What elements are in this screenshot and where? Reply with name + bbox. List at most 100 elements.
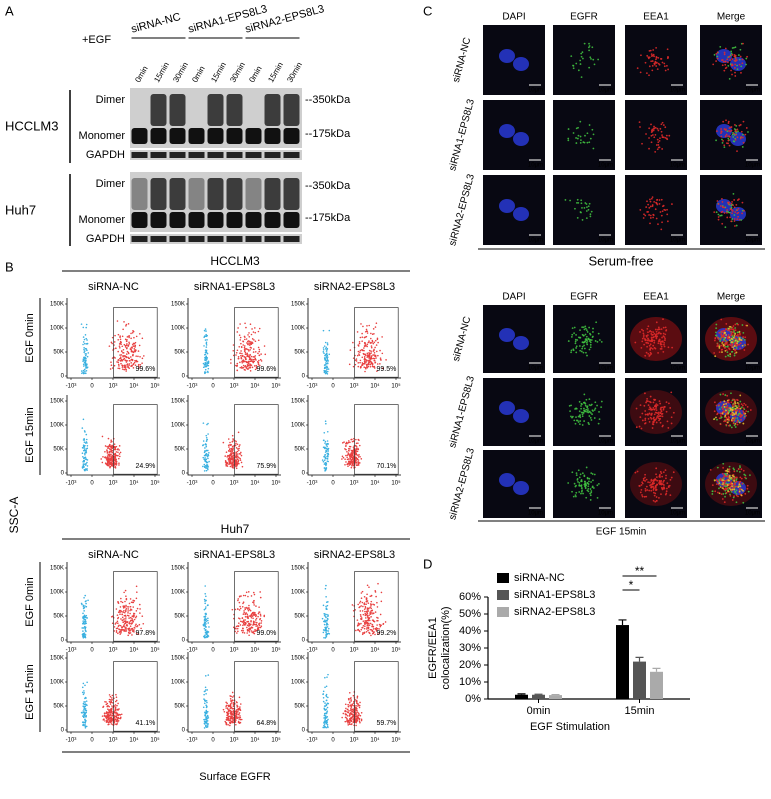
cell-dot [253, 630, 255, 632]
cell-dot [121, 360, 123, 362]
cell-dot [126, 361, 128, 363]
x-tick-label: -10³ [187, 384, 198, 390]
cell-dot [324, 448, 326, 450]
time-label: 30min [228, 61, 247, 84]
puncta [568, 340, 570, 342]
cell-dot [251, 334, 253, 336]
cell-dot [239, 609, 241, 611]
cell-dot [256, 618, 258, 620]
cell-dot [85, 434, 87, 436]
cell-dot [345, 443, 347, 445]
puncta [750, 409, 752, 411]
cell-dot [381, 601, 383, 603]
puncta [571, 417, 573, 419]
puncta [724, 226, 726, 228]
cell-dot [346, 456, 348, 458]
cell-dot [348, 698, 350, 700]
cell-dot [367, 607, 369, 609]
x-tick-label: 10³ [230, 738, 239, 744]
y-tick-label: 50K [174, 614, 185, 620]
cell-dot [239, 444, 241, 446]
cell-dot [255, 605, 257, 607]
cell-dot [250, 359, 252, 361]
puncta [747, 406, 749, 408]
puncta [659, 146, 661, 148]
cell-dot [125, 615, 127, 617]
cell-dot [365, 607, 367, 609]
puncta [585, 328, 587, 330]
x-tick-label: -10³ [307, 738, 318, 744]
scale-label: 10μm [745, 88, 760, 94]
cell-dot [125, 367, 127, 369]
cell-dot [254, 332, 256, 334]
puncta [589, 203, 591, 205]
cell-dot [109, 444, 111, 446]
puncta [735, 340, 737, 342]
puncta [659, 203, 661, 205]
cell-dot [240, 624, 242, 626]
cell-dot [359, 602, 361, 604]
x-tick-label: 10⁵ [271, 737, 281, 744]
cell-dot [118, 718, 120, 720]
puncta [644, 418, 646, 420]
cell-dot [127, 345, 129, 347]
cell-dot [84, 607, 86, 609]
cell-dot [208, 361, 210, 363]
cell-dot [104, 712, 106, 714]
puncta [652, 196, 654, 198]
cell-dot [130, 356, 132, 358]
row-label: siRNA-NC [451, 315, 474, 362]
cell-dot [84, 615, 86, 617]
cell-dot [237, 630, 239, 632]
y-tick-label: 0 [182, 471, 186, 477]
gate-percent: 59.7% [376, 720, 396, 727]
puncta [737, 341, 739, 343]
puncta [588, 338, 590, 340]
cell-dot [232, 696, 234, 698]
puncta [592, 410, 594, 412]
cell-dot [358, 459, 360, 461]
cell-dot [117, 622, 119, 624]
puncta [724, 52, 726, 54]
cell-dot [111, 723, 113, 725]
puncta [730, 70, 732, 72]
cell-dot [85, 450, 87, 452]
cell-dot [83, 610, 85, 612]
cell-dot [232, 715, 234, 717]
cell-dot [238, 709, 240, 711]
cell-dot [368, 360, 370, 362]
cell-dot [116, 717, 118, 719]
band-label: Dimer [96, 178, 126, 190]
cell-dot [83, 690, 85, 692]
cell-dot [327, 360, 329, 362]
cell-dot [385, 621, 387, 623]
cell-dot [347, 459, 349, 461]
cell-dot [351, 452, 353, 454]
cell-dot [205, 334, 207, 336]
cell-dot [206, 702, 208, 704]
cell-dot [248, 610, 250, 612]
puncta [587, 408, 589, 410]
cell-dot [347, 712, 349, 714]
cell-dot [117, 633, 119, 635]
cell-dot [117, 621, 119, 623]
cell-dot [239, 367, 241, 369]
cell-dot [371, 340, 373, 342]
puncta [584, 340, 586, 342]
cell-dot [122, 617, 124, 619]
puncta [600, 406, 602, 408]
cell-dot [368, 352, 370, 354]
puncta [584, 135, 586, 137]
cell-dot [241, 630, 243, 632]
cell-dot [232, 462, 234, 464]
channel-label: Merge [717, 12, 746, 23]
gate-percent: 41.1% [135, 720, 155, 727]
cell-dot [243, 619, 245, 621]
puncta [663, 327, 665, 329]
gate-percent: 99.5% [376, 366, 396, 373]
cell-dot [327, 618, 329, 620]
cell-dot [208, 455, 210, 457]
cell-dot [119, 714, 121, 716]
cell-dot [114, 723, 116, 725]
cell-dot [206, 705, 208, 707]
